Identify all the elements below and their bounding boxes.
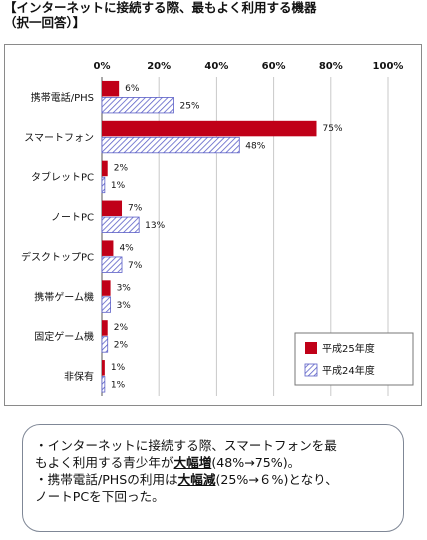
data-label: 6% [125,84,140,94]
note-emphasis: 大幅減 [177,472,216,487]
bar-h25 [102,120,317,137]
note-line-3: ・携帯電話/PHSの利用は大幅減(25%→６%)となり、 [35,471,393,488]
note-line-1: ・インターネットに接続する際、スマートフォンを最 [35,438,337,453]
chart-frame: 0% 20% 40% 60% 80% 100% 携帯電話/PHS 6% 25% スマートフォン 75… [4,44,422,406]
summary-note: ・インターネットに接続する際、スマートフォンを最 もよく利用する青少年が大幅増(… [22,424,404,532]
data-label: 1% [111,363,126,373]
category-label: 非保有 [64,370,94,383]
legend-box [294,332,414,386]
legend-swatch-h24 [304,363,318,377]
data-label: 7% [128,204,143,214]
note-text: ・携帯電話/PHSの利用は [35,472,178,487]
bar-h25 [102,200,123,217]
x-tick-label: 60% [262,61,286,72]
category-label: スマートフォン [24,133,94,144]
note-emphasis: 大幅増 [173,455,212,470]
bar-h24 [101,336,109,353]
category-label: デスクトップPC [21,250,94,263]
data-label: 25% [180,101,200,111]
bar-chart: 0% 20% 40% 60% 80% 100% 携帯電話/PHS 6% 25% スマートフォン 75… [21,61,414,396]
note-text: (25%→６%)となり、 [215,472,338,487]
x-tick-label: 0% [94,61,111,72]
x-tick-label: 40% [204,61,228,72]
data-label: 2% [114,341,129,351]
note-line-4: ノートPCを下回った。 [35,489,165,504]
x-tick-label: 100% [373,61,404,72]
category-label: 携帯ゲーム機 [34,290,94,303]
note-text: もよく利用する青少年が [35,455,174,470]
bar-h25 [102,360,105,376]
bar-h24 [101,216,140,233]
category-label: 携帯電話/PHS [31,91,94,104]
data-label: 48% [245,141,265,151]
data-label: 7% [128,261,143,271]
bar-h24 [101,136,240,154]
data-label: 3% [117,283,132,293]
bar-h24 [101,97,174,114]
x-tick-label: 20% [147,61,171,72]
note-text: (48%→75%)。 [211,455,301,470]
chart-heading: 【インターネットに接続する際、最もよく利用する機器 （択一回答）】 [4,0,317,30]
data-label: 4% [119,243,134,253]
bar-h25 [102,320,108,336]
bar-h25 [102,160,108,177]
bar-h24 [101,376,106,393]
category-label: ノートPC [51,213,94,224]
bar-h25 [102,80,120,97]
data-label: 1% [111,181,126,191]
legend-label: 平成24年度 [322,364,375,377]
category-label: タブレットPC [31,171,94,184]
x-tick-label: 80% [319,61,343,72]
bar-h24 [101,176,106,194]
data-label: 13% [145,221,165,231]
data-label: 1% [111,381,126,391]
data-label: 75% [323,124,343,134]
bar-h24 [101,256,123,273]
data-label: 2% [114,164,129,174]
bar-h25 [102,240,114,256]
data-label: 2% [114,323,129,333]
bar-h25 [102,280,111,296]
bar-h24 [101,296,111,313]
note-line-2: もよく利用する青少年が大幅増(48%→75%)。 [35,454,393,471]
legend-swatch-h25 [305,342,317,354]
category-label: 固定ゲーム機 [34,330,94,343]
data-label: 3% [117,301,132,311]
legend-label: 平成25年度 [322,342,375,355]
